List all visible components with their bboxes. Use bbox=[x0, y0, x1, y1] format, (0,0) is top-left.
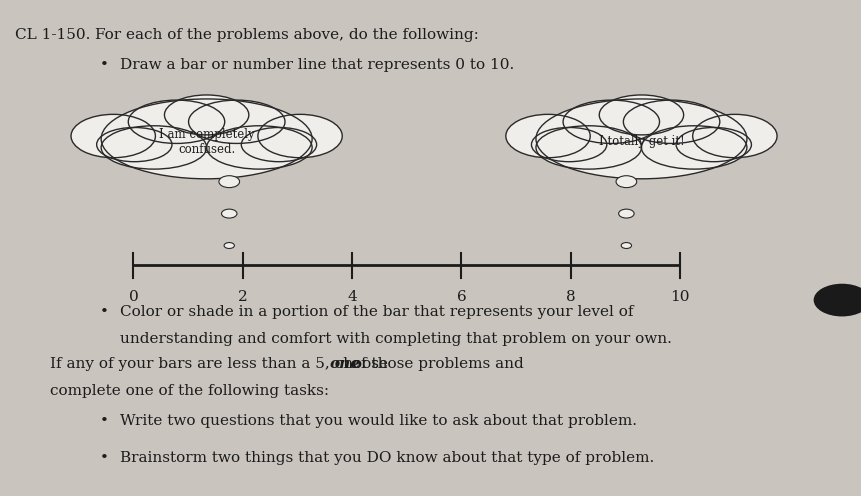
Text: 8: 8 bbox=[566, 290, 576, 304]
Ellipse shape bbox=[641, 126, 747, 169]
Text: If any of your bars are less than a 5, choose: If any of your bars are less than a 5, c… bbox=[50, 357, 393, 371]
Circle shape bbox=[219, 176, 239, 187]
Text: complete one of the following tasks:: complete one of the following tasks: bbox=[50, 384, 329, 398]
Text: Write two questions that you would like to ask about that problem.: Write two questions that you would like … bbox=[120, 414, 637, 428]
Circle shape bbox=[622, 243, 632, 248]
Circle shape bbox=[616, 176, 637, 187]
Text: •: • bbox=[100, 451, 108, 465]
Ellipse shape bbox=[536, 99, 747, 179]
Ellipse shape bbox=[505, 115, 590, 158]
Ellipse shape bbox=[531, 127, 607, 162]
Ellipse shape bbox=[241, 127, 317, 162]
Text: •: • bbox=[100, 58, 108, 72]
Ellipse shape bbox=[623, 100, 720, 143]
Text: I totally get it!: I totally get it! bbox=[598, 135, 684, 148]
Ellipse shape bbox=[189, 100, 285, 143]
Text: 0: 0 bbox=[128, 290, 139, 304]
Text: CL 1-150.: CL 1-150. bbox=[15, 28, 90, 42]
Text: •: • bbox=[100, 414, 108, 428]
Circle shape bbox=[618, 209, 634, 218]
Text: Draw a bar or number line that represents 0 to 10.: Draw a bar or number line that represent… bbox=[120, 58, 514, 72]
Text: 6: 6 bbox=[456, 290, 467, 304]
Circle shape bbox=[814, 284, 861, 316]
Ellipse shape bbox=[536, 126, 641, 169]
Circle shape bbox=[221, 209, 237, 218]
Ellipse shape bbox=[102, 126, 207, 169]
Text: •: • bbox=[100, 305, 108, 319]
Ellipse shape bbox=[257, 115, 343, 158]
Text: Color or shade in a portion of the bar that represents your level of: Color or shade in a portion of the bar t… bbox=[120, 305, 634, 319]
Ellipse shape bbox=[676, 127, 752, 162]
Text: understanding and comfort with completing that problem on your own.: understanding and comfort with completin… bbox=[120, 332, 672, 346]
Ellipse shape bbox=[599, 95, 684, 135]
Ellipse shape bbox=[207, 126, 312, 169]
Text: I am completely
confused.: I am completely confused. bbox=[158, 128, 255, 156]
Circle shape bbox=[224, 243, 234, 248]
Text: one: one bbox=[329, 357, 360, 371]
Ellipse shape bbox=[563, 100, 660, 143]
Text: Brainstorm two things that you DO know about that type of problem.: Brainstorm two things that you DO know a… bbox=[120, 451, 654, 465]
Text: 4: 4 bbox=[347, 290, 357, 304]
Ellipse shape bbox=[164, 95, 249, 135]
Text: For each of the problems above, do the following:: For each of the problems above, do the f… bbox=[95, 28, 479, 42]
Ellipse shape bbox=[693, 115, 777, 158]
Ellipse shape bbox=[96, 127, 172, 162]
Text: 2: 2 bbox=[238, 290, 248, 304]
Ellipse shape bbox=[102, 99, 312, 179]
Text: 10: 10 bbox=[671, 290, 690, 304]
Text: of those problems and: of those problems and bbox=[348, 357, 524, 371]
Ellipse shape bbox=[128, 100, 225, 143]
Ellipse shape bbox=[71, 115, 156, 158]
